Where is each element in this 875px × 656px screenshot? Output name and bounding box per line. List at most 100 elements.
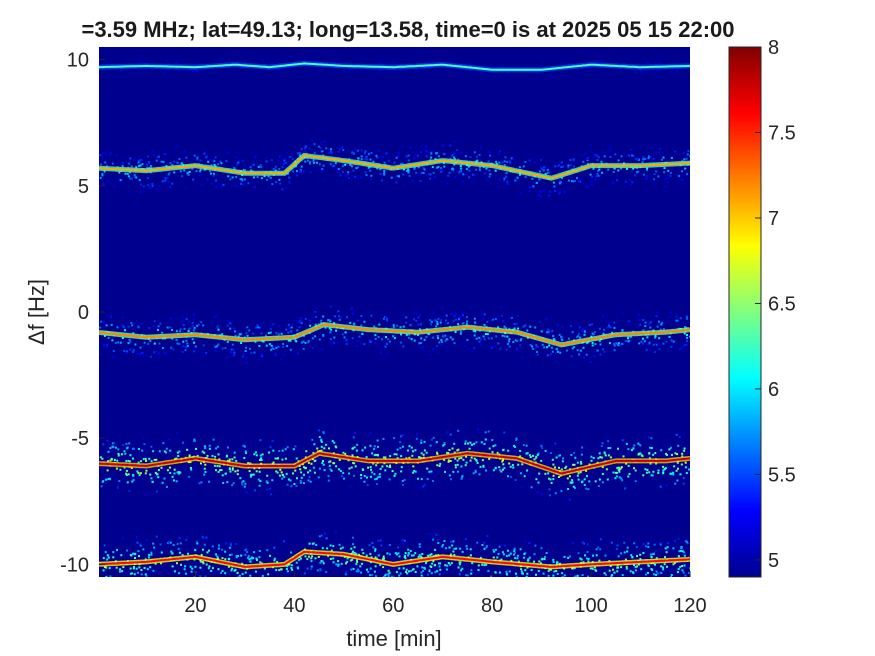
trace-speckle [495,335,498,338]
trace-speckle [514,446,516,448]
trace-speckle [434,55,437,58]
trace-speckle [483,564,486,567]
trace-speckle [214,455,217,458]
trace-speckle [414,144,417,147]
trace-speckle [386,338,389,341]
trace-speckle [194,549,197,551]
trace-speckle [385,573,388,576]
trace-speckle [458,316,461,319]
trace-speckle [612,471,615,474]
trace-speckle [658,59,661,62]
trace-speckle [146,177,149,180]
trace-speckle [292,472,294,475]
trace-speckle [533,77,536,80]
trace-speckle [458,318,460,321]
trace-speckle [583,80,586,82]
trace-speckle [278,450,281,452]
trace-speckle [143,567,146,569]
trace-speckle [271,80,274,83]
trace-speckle [550,452,552,455]
trace-speckle [540,547,543,550]
trace-speckle [225,455,228,458]
trace-speckle [420,144,423,147]
trace-speckle [219,160,222,163]
trace-speckle [386,144,389,147]
trace-speckle [129,68,132,71]
trace-speckle [447,452,450,454]
trace-speckle [684,326,686,329]
trace-speckle [478,153,481,156]
trace-speckle [173,83,176,86]
trace-speckle [227,320,230,323]
trace-speckle [591,332,594,335]
trace-speckle [286,151,289,154]
trace-speckle [477,576,480,577]
trace-speckle [307,479,310,482]
trace-speckle [419,323,422,326]
trace-speckle [373,48,376,51]
trace-speckle [599,327,601,330]
trace-speckle [675,319,678,322]
trace-speckle [657,581,659,583]
trace-speckle [528,556,531,559]
trace-speckle [152,569,155,572]
trace-speckle [651,474,654,477]
trace-speckle [160,148,163,151]
trace-speckle [217,183,220,186]
trace-speckle [491,439,494,441]
trace-speckle [269,331,272,334]
trace-speckle [162,70,165,73]
trace-speckle [251,332,254,335]
trace-speckle [280,317,283,320]
trace-speckle [155,350,158,353]
trace-speckle [239,578,241,580]
trace-speckle [600,445,603,447]
trace-speckle [242,169,245,171]
trace-speckle [476,63,479,66]
trace-speckle [446,451,449,454]
trace-speckle [242,88,245,91]
trace-speckle [369,178,372,181]
trace-speckle [329,544,332,547]
trace-speckle [443,80,446,83]
trace-speckle [208,447,211,450]
trace-speckle [552,474,555,477]
trace-speckle [356,340,359,343]
trace-speckle [288,326,290,329]
trace-speckle [132,332,135,335]
trace-speckle [445,314,448,317]
trace-speckle [379,539,382,542]
trace-speckle [109,182,112,185]
trace-speckle [516,92,518,95]
trace-speckle [605,468,608,471]
trace-speckle [244,482,247,485]
trace-speckle [335,563,338,566]
trace-speckle [407,548,410,551]
trace-speckle [149,566,152,569]
trace-speckle [598,559,601,562]
trace-speckle [376,483,378,486]
trace-speckle [415,437,418,440]
trace-speckle [299,57,302,59]
trace-speckle [341,165,344,168]
trace-speckle [495,160,498,163]
trace-speckle [165,485,168,488]
trace-speckle [498,178,501,181]
trace-speckle [132,447,135,450]
trace-speckle [627,448,630,451]
trace-speckle [233,354,236,357]
trace-speckle [138,61,141,63]
trace-speckle [430,438,433,441]
trace-speckle [532,454,534,457]
trace-speckle [284,448,287,451]
trace-speckle [198,174,201,177]
trace-speckle [245,548,248,551]
trace-speckle [479,80,482,83]
trace-speckle [363,475,366,477]
trace-speckle [448,171,451,174]
trace-speckle [320,560,323,563]
trace-speckle [353,474,355,477]
trace-speckle [173,472,176,475]
trace-speckle [503,325,506,328]
trace-speckle [623,86,626,89]
